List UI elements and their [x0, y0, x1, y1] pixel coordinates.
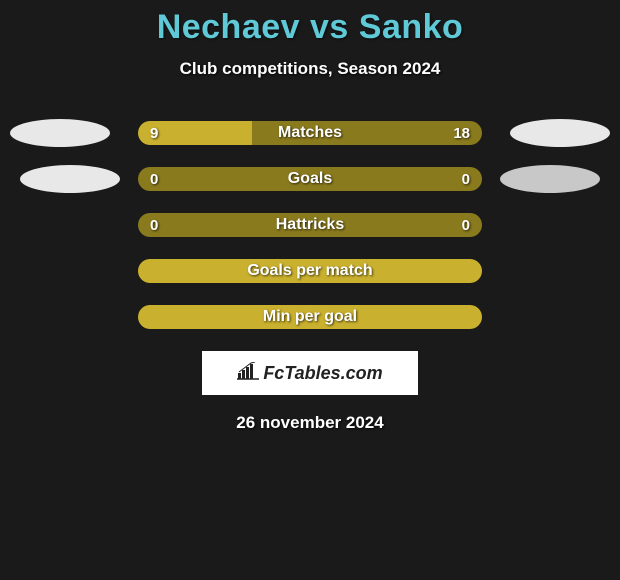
stat-row-goals: 0 Goals 0: [0, 167, 620, 191]
stat-label: Matches: [138, 121, 482, 145]
player-left-avatar: [10, 119, 110, 147]
date-label: 26 november 2024: [0, 413, 620, 433]
stat-row-min-per-goal: Min per goal: [0, 305, 620, 329]
stat-right-value: 0: [462, 213, 470, 237]
logo-label: FcTables.com: [263, 363, 382, 384]
stat-label: Hattricks: [138, 213, 482, 237]
stat-label: Min per goal: [138, 305, 482, 329]
stat-row-hattricks: 0 Hattricks 0: [0, 213, 620, 237]
stat-right-value: 18: [453, 121, 470, 145]
stats-comparison-panel: Nechaev vs Sanko Club competitions, Seas…: [0, 0, 620, 433]
stat-bar: 0 Hattricks 0: [138, 213, 482, 237]
stat-bar: 0 Goals 0: [138, 167, 482, 191]
site-logo[interactable]: FcTables.com: [202, 351, 418, 395]
player-right-avatar: [510, 119, 610, 147]
stat-bar: Min per goal: [138, 305, 482, 329]
page-title: Nechaev vs Sanko: [0, 8, 620, 47]
stat-row-goals-per-match: Goals per match: [0, 259, 620, 283]
bar-chart-icon: [237, 362, 259, 385]
stat-row-matches: 9 Matches 18: [0, 121, 620, 145]
player-left-avatar: [20, 165, 120, 193]
logo-text: FcTables.com: [237, 362, 382, 385]
player-right-avatar: [500, 165, 600, 193]
stat-right-value: 0: [462, 167, 470, 191]
stat-label: Goals: [138, 167, 482, 191]
subtitle: Club competitions, Season 2024: [0, 59, 620, 79]
stat-label: Goals per match: [138, 259, 482, 283]
stat-bar: Goals per match: [138, 259, 482, 283]
stat-bar: 9 Matches 18: [138, 121, 482, 145]
